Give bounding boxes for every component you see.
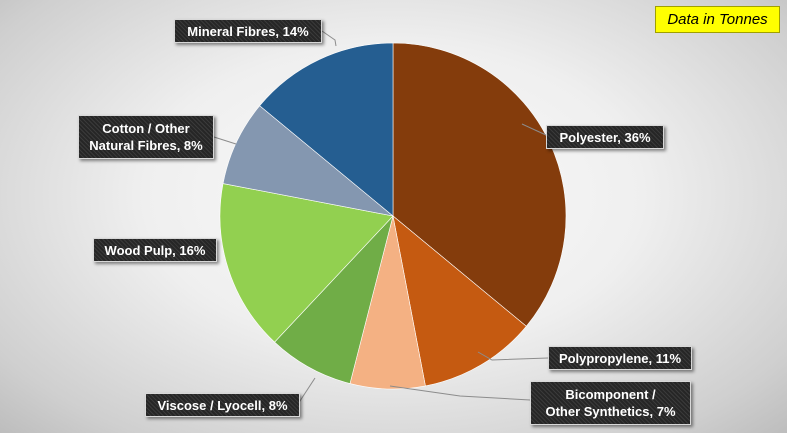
leader-line-polypropylene [477, 351, 549, 361]
data-label-polyester-text: Polyester, 36% [559, 129, 651, 145]
leader-line-bicomponent [389, 385, 531, 401]
data-label-polypropylene: Polypropylene, 11% [548, 346, 692, 370]
data-unit-note: Data in Tonnes [655, 6, 780, 33]
data-label-polypropylene-text: Polypropylene, 11% [558, 350, 682, 366]
data-label-viscose-text: Viscose / Lyocell, 8% [157, 397, 288, 413]
data-label-polyester: Polyester, 36% [546, 125, 664, 149]
data-label-bicomponent-line2: Other Synthetics, 7% [545, 404, 676, 419]
leader-line-cotton [213, 136, 237, 145]
pie-slice-polypropylene [392, 215, 527, 387]
data-label-cotton-line1: Cotton / Other [102, 121, 190, 136]
leader-line-mineral [321, 30, 337, 47]
pie-slice-mineral-fibres [259, 42, 394, 217]
data-label-cotton-line2: Natural Fibres, 8% [89, 138, 203, 153]
data-label-cotton: Cotton / Other Natural Fibres, 8% [78, 115, 214, 159]
data-label-wood-pulp-text: Wood Pulp, 16% [104, 242, 206, 258]
leader-line-polyester [521, 123, 547, 136]
data-label-bicomponent: Bicomponent / Other Synthetics, 7% [530, 381, 691, 425]
leader-line-viscose [297, 377, 316, 405]
data-label-bicomponent-line1: Bicomponent / [565, 387, 656, 402]
pie-slice-wood-pulp [219, 183, 394, 343]
data-label-mineral: Mineral Fibres, 14% [174, 19, 322, 43]
data-label-viscose: Viscose / Lyocell, 8% [145, 393, 300, 417]
data-label-mineral-text: Mineral Fibres, 14% [187, 23, 309, 39]
data-label-wood-pulp: Wood Pulp, 16% [93, 238, 217, 262]
